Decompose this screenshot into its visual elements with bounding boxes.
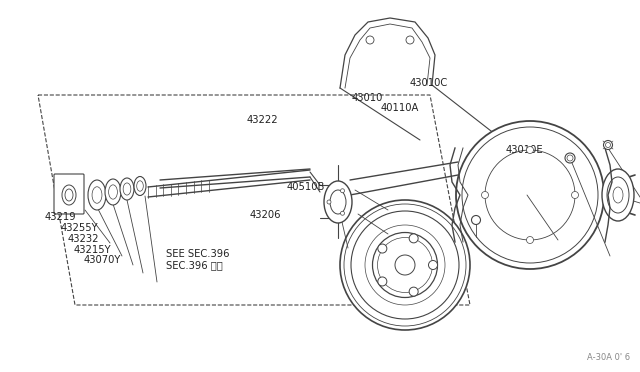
Ellipse shape (327, 200, 331, 204)
Ellipse shape (378, 244, 387, 253)
Ellipse shape (105, 179, 121, 205)
Text: 43010: 43010 (352, 93, 383, 103)
Text: SEC.396 参照: SEC.396 参照 (166, 260, 223, 270)
Text: 43255Y: 43255Y (61, 223, 99, 233)
Ellipse shape (366, 36, 374, 44)
Ellipse shape (565, 153, 575, 163)
Ellipse shape (406, 36, 414, 44)
Ellipse shape (481, 192, 488, 199)
Ellipse shape (604, 141, 612, 150)
Text: 43010C: 43010C (410, 78, 448, 88)
Ellipse shape (120, 178, 134, 200)
Text: 43219: 43219 (45, 212, 76, 222)
Ellipse shape (409, 287, 418, 296)
Ellipse shape (378, 277, 387, 286)
Ellipse shape (372, 232, 438, 298)
Text: 43206: 43206 (250, 210, 281, 220)
Text: 43222: 43222 (246, 115, 278, 125)
Ellipse shape (409, 234, 418, 243)
Ellipse shape (340, 211, 344, 215)
Text: 43215Y: 43215Y (74, 245, 111, 255)
Ellipse shape (602, 169, 634, 221)
Ellipse shape (134, 176, 146, 196)
Ellipse shape (472, 215, 481, 224)
Text: 43010E: 43010E (506, 145, 543, 155)
Ellipse shape (340, 200, 470, 330)
Text: A-30A 0' 6: A-30A 0' 6 (587, 353, 630, 362)
Ellipse shape (527, 237, 534, 244)
Ellipse shape (456, 121, 604, 269)
Ellipse shape (324, 181, 352, 223)
Text: 40110A: 40110A (381, 103, 419, 113)
Ellipse shape (572, 192, 579, 199)
Text: 40510B: 40510B (287, 182, 325, 192)
Text: 43070Y: 43070Y (83, 255, 120, 265)
Ellipse shape (527, 147, 534, 154)
Ellipse shape (62, 185, 76, 205)
Ellipse shape (429, 260, 438, 269)
FancyBboxPatch shape (54, 174, 84, 214)
Text: SEE SEC.396: SEE SEC.396 (166, 249, 230, 259)
Ellipse shape (340, 189, 344, 193)
Ellipse shape (88, 180, 106, 210)
Text: 43232: 43232 (67, 234, 99, 244)
